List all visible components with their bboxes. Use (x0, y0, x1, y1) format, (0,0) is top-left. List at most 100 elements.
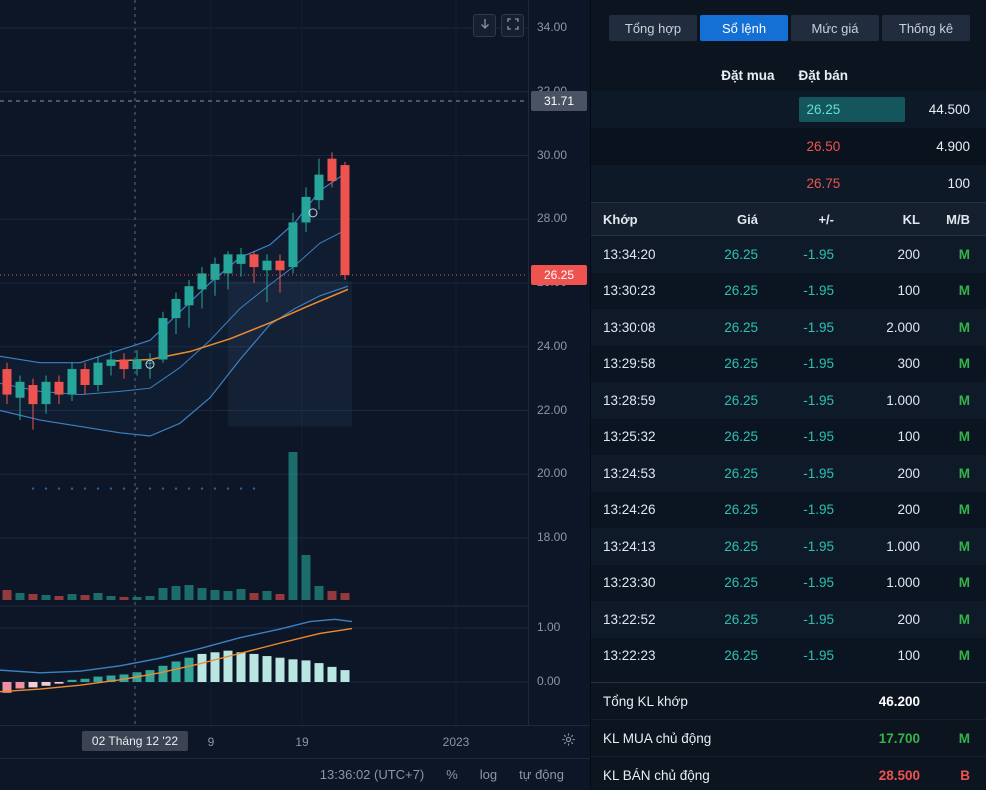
trade-price: 26.25 (724, 319, 758, 335)
trade-row[interactable]: 13:24:13 26.25 -1.95 1.000 M (591, 528, 986, 565)
sell-column-header: Đặt bán (798, 68, 849, 83)
trade-price: 26.25 (724, 392, 758, 408)
trade-row[interactable]: 13:29:58 26.25 -1.95 300 M (591, 345, 986, 382)
price-tick-label: 18.00 (537, 530, 568, 544)
ask-volume: 4.900 (936, 139, 970, 154)
price-tick-label: 34.00 (537, 20, 568, 34)
trade-side-badge: M (958, 575, 970, 591)
summary-row: KL BÁN chủ động 28.500 B (591, 757, 986, 790)
trade-volume: 200 (897, 611, 920, 627)
chart-bottom-toolbar: 13:36:02 (UTC+7) % log tự động (0, 758, 590, 790)
trade-volume: 1.000 (886, 538, 920, 554)
order-book-tabs: Tổng hợp Sổ lệnh Mức giá Thống kê (609, 15, 970, 41)
summary-value: 28.500 (878, 767, 920, 783)
trade-row[interactable]: 13:22:23 26.25 -1.95 100 M (591, 637, 986, 674)
gear-icon (561, 733, 576, 750)
ask-price: 26.75 (806, 176, 841, 191)
order-book-tab[interactable]: Tổng hợp (609, 15, 697, 41)
trade-volume: 200 (897, 502, 920, 518)
ask-price: 26.50 (806, 139, 841, 154)
axis-settings-button[interactable] (561, 732, 576, 750)
trade-time: 13:25:32 (603, 429, 656, 445)
trade-volume: 200 (897, 465, 920, 481)
last-price-label: 26.25 (531, 265, 587, 286)
trade-change: -1.95 (803, 465, 834, 481)
trade-side-badge: M (958, 465, 970, 481)
summary-value: 17.700 (878, 730, 920, 746)
high-line-price-label: 31.71 (531, 90, 587, 111)
trade-price: 26.25 (724, 246, 758, 262)
order-book-tab[interactable]: Mức giá (791, 15, 879, 41)
scroll-to-recent-button[interactable] (473, 14, 496, 37)
trade-side-badge: M (958, 429, 970, 445)
summary-label: Tổng KL khớp (603, 693, 688, 709)
summary-value: 46.200 (878, 693, 920, 709)
trade-change: -1.95 (803, 502, 834, 518)
order-book-tab[interactable]: Thống kê (882, 15, 970, 41)
trade-row[interactable]: 13:23:30 26.25 -1.95 1.000 M (591, 564, 986, 601)
trade-row[interactable]: 13:28:59 26.25 -1.95 1.000 M (591, 382, 986, 419)
trade-side-badge: M (958, 611, 970, 627)
time-axis[interactable]: 9 19 2023 02 Tháng 12 '22 (0, 725, 590, 758)
fullscreen-button[interactable] (501, 14, 524, 37)
trade-price: 26.25 (724, 356, 758, 372)
ask-cell: 26.50 4.900 (789, 139, 986, 154)
order-side-headers: Đặt mua Đặt bán (591, 60, 986, 91)
percent-scale-button[interactable]: % (446, 767, 458, 782)
trade-row[interactable]: 13:24:26 26.25 -1.95 200 M (591, 491, 986, 528)
price-tick-label: 0.00 (537, 674, 561, 688)
trade-change: -1.95 (803, 611, 834, 627)
ask-levels: 26.25 44.500 26.50 4.900 26.75 (591, 91, 986, 202)
trade-row[interactable]: 13:24:53 26.25 -1.95 200 M (591, 455, 986, 492)
trade-volume: 2.000 (886, 319, 920, 335)
header-gia: Giá (737, 211, 758, 227)
trade-change: -1.95 (803, 283, 834, 299)
trade-change: -1.95 (803, 429, 834, 445)
trade-side-badge: M (958, 392, 970, 408)
trade-time: 13:22:52 (603, 611, 656, 627)
chart-pane: 0.001.0018.0020.0022.0024.0026.0028.0030… (0, 0, 590, 790)
trade-change: -1.95 (803, 356, 834, 372)
trade-volume: 300 (897, 356, 920, 372)
trade-time: 13:34:20 (603, 246, 656, 262)
trade-side-badge: M (958, 283, 970, 299)
trade-row[interactable]: 13:34:20 26.25 -1.95 200 M (591, 236, 986, 273)
trade-row[interactable]: 13:30:08 26.25 -1.95 2.000 M (591, 309, 986, 346)
price-tick-label: 22.00 (537, 402, 568, 417)
trade-volume: 1.000 (886, 575, 920, 591)
trade-row[interactable]: 13:30:23 26.25 -1.95 100 M (591, 272, 986, 309)
summary-label: KL BÁN chủ động (603, 767, 710, 783)
summary-side-badge: B (960, 767, 970, 783)
trade-price: 26.25 (724, 283, 758, 299)
trade-time: 13:24:26 (603, 502, 656, 518)
header-khop: Khớp (603, 211, 638, 227)
trade-side-badge: M (958, 356, 970, 372)
arrow-down-icon (479, 18, 491, 33)
price-tick-label: 30.00 (537, 147, 568, 162)
order-book-tab[interactable]: Sổ lệnh (700, 15, 788, 41)
trade-volume: 1.000 (886, 392, 920, 408)
trade-price: 26.25 (724, 575, 758, 591)
trade-change: -1.95 (803, 319, 834, 335)
price-tick-label: 28.00 (537, 211, 568, 226)
trade-row[interactable]: 13:25:32 26.25 -1.95 100 M (591, 418, 986, 455)
trade-time: 13:24:13 (603, 538, 656, 554)
ask-level-row[interactable]: 26.50 4.900 (591, 128, 986, 165)
log-scale-button[interactable]: log (479, 767, 498, 782)
price-axis[interactable]: 0.001.0018.0020.0022.0024.0026.0028.0030… (528, 0, 590, 725)
trade-price: 26.25 (724, 611, 758, 627)
ask-level-row[interactable]: 26.75 100 (591, 165, 986, 202)
trade-price: 26.25 (724, 429, 758, 445)
trade-price: 26.25 (724, 648, 758, 664)
trade-time: 13:24:53 (603, 465, 656, 481)
auto-scale-button[interactable]: tự động (519, 767, 564, 782)
trade-time: 13:28:59 (603, 392, 656, 408)
ask-volume: 100 (947, 176, 970, 191)
price-tick-label: 20.00 (537, 466, 568, 481)
ask-level-row[interactable]: 26.25 44.500 (591, 91, 986, 128)
trade-change: -1.95 (803, 246, 834, 262)
trade-row[interactable]: 13:22:52 26.25 -1.95 200 M (591, 601, 986, 638)
price-chart-canvas[interactable] (0, 0, 528, 725)
time-tick-label: 19 (295, 735, 309, 749)
